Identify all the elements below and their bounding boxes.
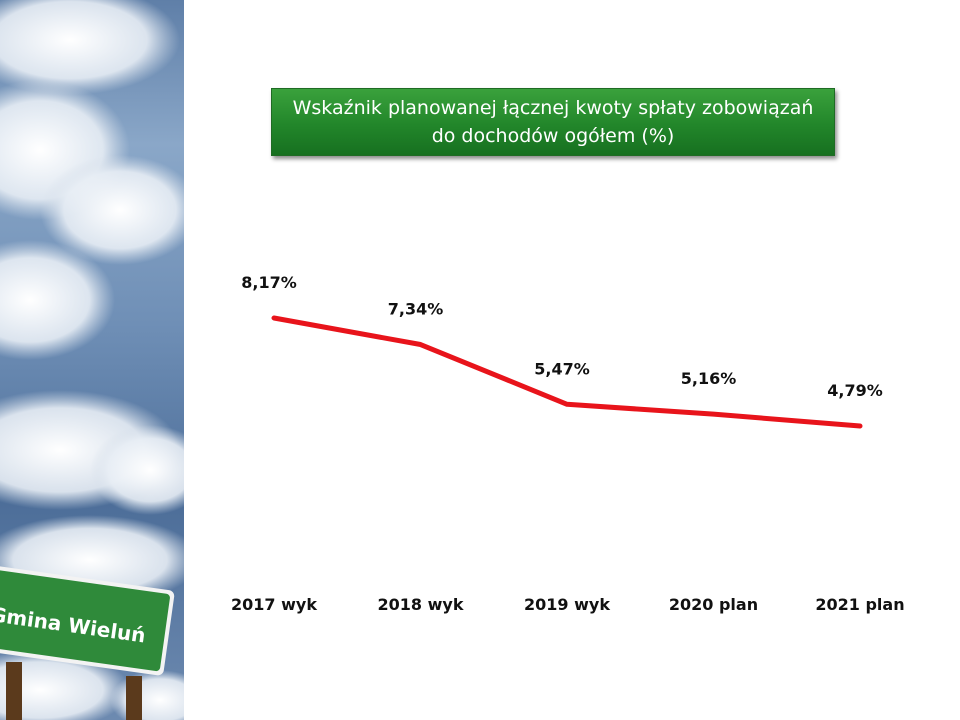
x-axis-tick-label: 2021 plan (815, 595, 904, 614)
x-axis-tick-label: 2017 wyk (231, 595, 317, 614)
data-label: 4,79% (827, 381, 883, 400)
sky-background-image: Gmina Wieluń (0, 0, 184, 720)
data-label: 5,47% (534, 359, 590, 378)
x-axis-tick-label: 2020 plan (669, 595, 758, 614)
chart-title-line-1: Wskaźnik planowanej łącznej kwoty spłaty… (292, 97, 814, 119)
data-point (272, 316, 276, 320)
line-chart: 8,17% 2017 wyk 7,34% 2018 wyk 5,47% 2019 wyk 5… (231, 273, 905, 614)
clouds-illustration (0, 0, 184, 720)
data-label: 5,16% (681, 369, 737, 388)
chart-title-box: Wskaźnik planowanej łącznej kwoty spłaty… (271, 88, 835, 156)
x-axis-tick-label: 2019 wyk (524, 595, 610, 614)
data-label: 7,34% (388, 300, 444, 319)
data-point (565, 402, 569, 407)
chart-title-line-2: do dochodów ogółem (%) (431, 125, 675, 147)
data-point (711, 412, 716, 417)
data-point (418, 342, 423, 347)
x-axis-tick-label: 2018 wyk (378, 595, 464, 614)
data-label: 8,17% (241, 273, 297, 292)
data-point (858, 424, 862, 428)
